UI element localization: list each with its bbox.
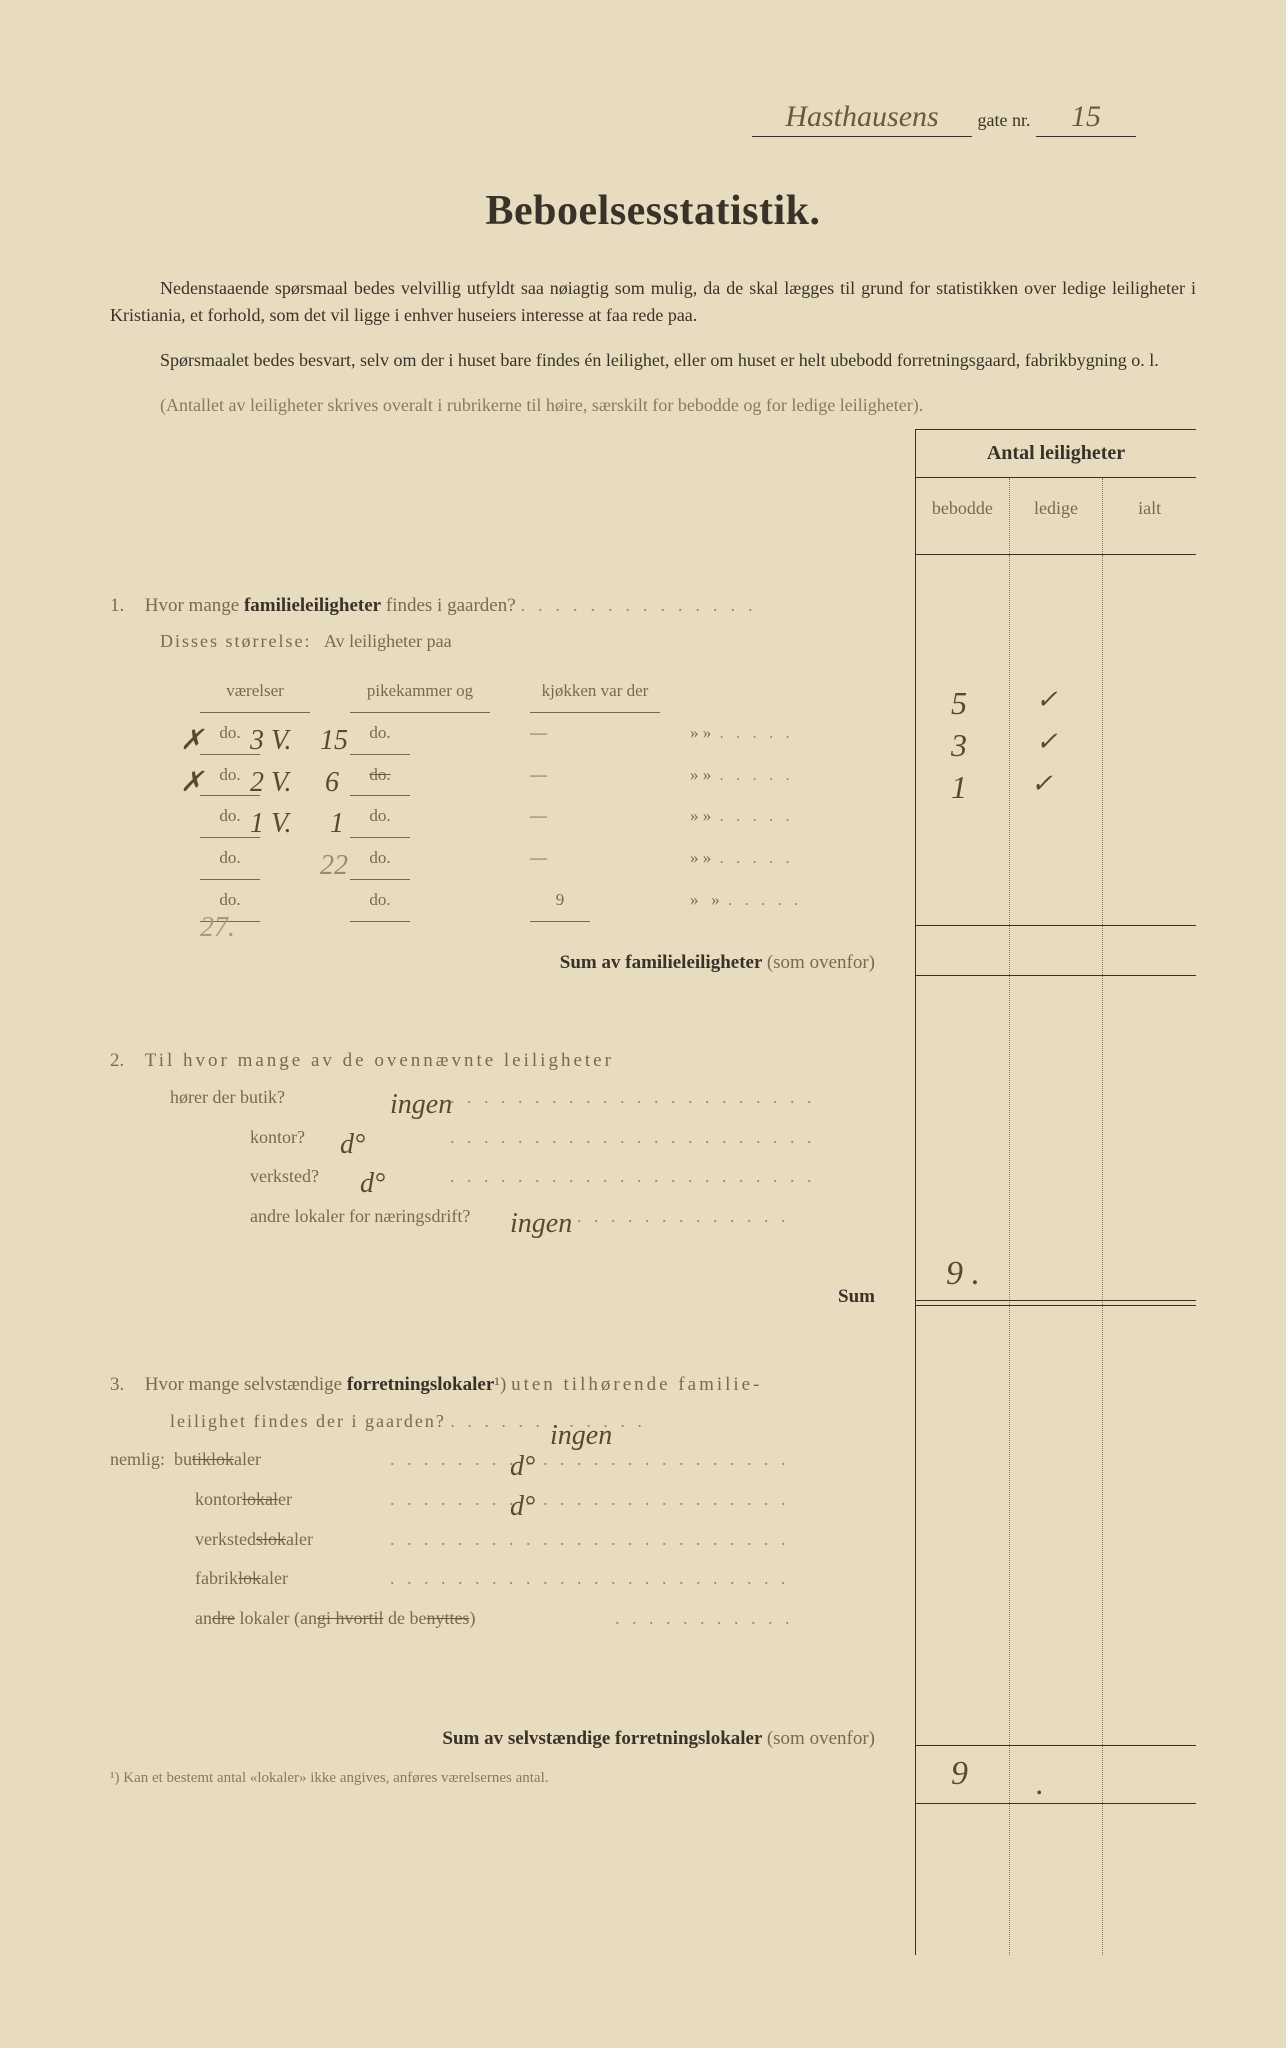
q3-sum: Sum av selvstændige forretningslokaler (… [110, 1728, 895, 1750]
q1-subtitle: Disses størrelse: Av leiligheter paa [160, 623, 895, 661]
q3-row-kontor: kontorlokaler . . . . . . . .d° . . . . … [195, 1480, 895, 1520]
q1-row-4: do. 22do. — » » . . . . . [200, 838, 895, 880]
questions-column: 1. Hvor mange familieleiligheter findes … [110, 429, 915, 1955]
q3-row-verksted: verkstedslokaler . . . . . . . . . . . .… [195, 1520, 895, 1560]
q1-row-3: do.1 V. 1do. — » » . . . . . [200, 796, 895, 838]
q1-sum: Sum av familieleiligheter (som ovenfor) [110, 952, 895, 974]
q1-number: 1. [110, 589, 140, 623]
main-content: 1. Hvor mange familieleiligheter findes … [110, 429, 1196, 1955]
q1-r2-bebodde: 3 [951, 727, 967, 764]
q3-row-fabrik: fabriklokaler . . . . . . . . . . . . . … [195, 1559, 895, 1599]
q2-row-andre: andre lokaler for næringsdrift? ingen. .… [250, 1197, 895, 1237]
q1-r1-bebodde: 5 [951, 685, 967, 722]
q1-r2-ledige: ✓ [1036, 727, 1058, 757]
q1-row-5: do. do. 9 » » . . . . . [200, 880, 895, 922]
col-bebodde: bebodde [916, 478, 1010, 554]
q2-row-butik: hører der butik? ingen. . . . . . . . . … [170, 1078, 895, 1118]
intro-paragraph-2: Spørsmaalet bedes besvart, selv om der i… [110, 347, 1196, 374]
gate-number-field: 15 [1036, 100, 1136, 137]
col-ledige: ledige [1010, 478, 1104, 554]
col-ialt: ialt [1103, 478, 1196, 554]
q1-row-2: ✗do.2 V. 6do. — » » . . . . . [200, 755, 895, 797]
counts-table: Antal leiligheter bebodde ledige ialt 5 … [915, 429, 1196, 1955]
gate-label: gate nr. [978, 110, 1031, 130]
q2-sum: Sum [110, 1286, 895, 1308]
table-body: 5 ✓ 3 ✓ 1 ✓ 9 . 9 . [916, 555, 1196, 1955]
question-1: 1. Hvor mange familieleiligheter findes … [110, 589, 895, 623]
q3-row-butik: nemlig: butiklokaler . . . . . . . .d° .… [110, 1440, 895, 1480]
q3-row-andre: andre lokaler (angi hvortil de benyttes)… [195, 1599, 895, 1639]
document-page: Hasthausens gate nr. 15 Beboelsesstatist… [0, 0, 1286, 2048]
q3-line2: leilighet findes der i gaarden? ingen . … [170, 1403, 895, 1441]
q1-r3-bebodde: 1 [951, 769, 967, 806]
table-header: Antal leiligheter [916, 429, 1196, 478]
table-subheader: bebodde ledige ialt [916, 478, 1196, 555]
question-2: 2. Til hvor mange av de ovennævnte leili… [110, 1044, 895, 1078]
q2-row-kontor: kontor? d°. . . . . . . . . . . . . . . … [250, 1118, 895, 1158]
intro-paragraph-1: Nedenstaaende spørsmaal bedes velvillig … [110, 275, 1196, 329]
intro-paragraph-3: (Antallet av leiligheter skrives overalt… [110, 392, 1196, 419]
q1-row-1: ✗do.3 V. 15do. — » » . . . . . [200, 713, 895, 755]
question-3: 3. Hvor mange selvstændige forretningslo… [110, 1368, 895, 1402]
q3-sum-val: 9 [951, 1755, 968, 1793]
q2-number: 2. [110, 1044, 140, 1078]
q1-r3-ledige: ✓ [1031, 769, 1053, 799]
q1-r1-ledige: ✓ [1036, 685, 1058, 715]
header-address: Hasthausens gate nr. 15 [110, 100, 1196, 137]
q2-sum-val: 9 . [946, 1255, 980, 1293]
q3-sum-val2: . [1036, 1765, 1044, 1802]
page-title: Beboelsesstatistik. [110, 187, 1196, 235]
q1-column-headers: værelser pikekammer og kjøkken var der [200, 671, 895, 713]
street-name-field: Hasthausens [752, 100, 972, 137]
q3-number: 3. [110, 1368, 140, 1402]
footnote: ¹) Kan et bestemt antal «lokaler» ikke a… [110, 1770, 895, 1787]
